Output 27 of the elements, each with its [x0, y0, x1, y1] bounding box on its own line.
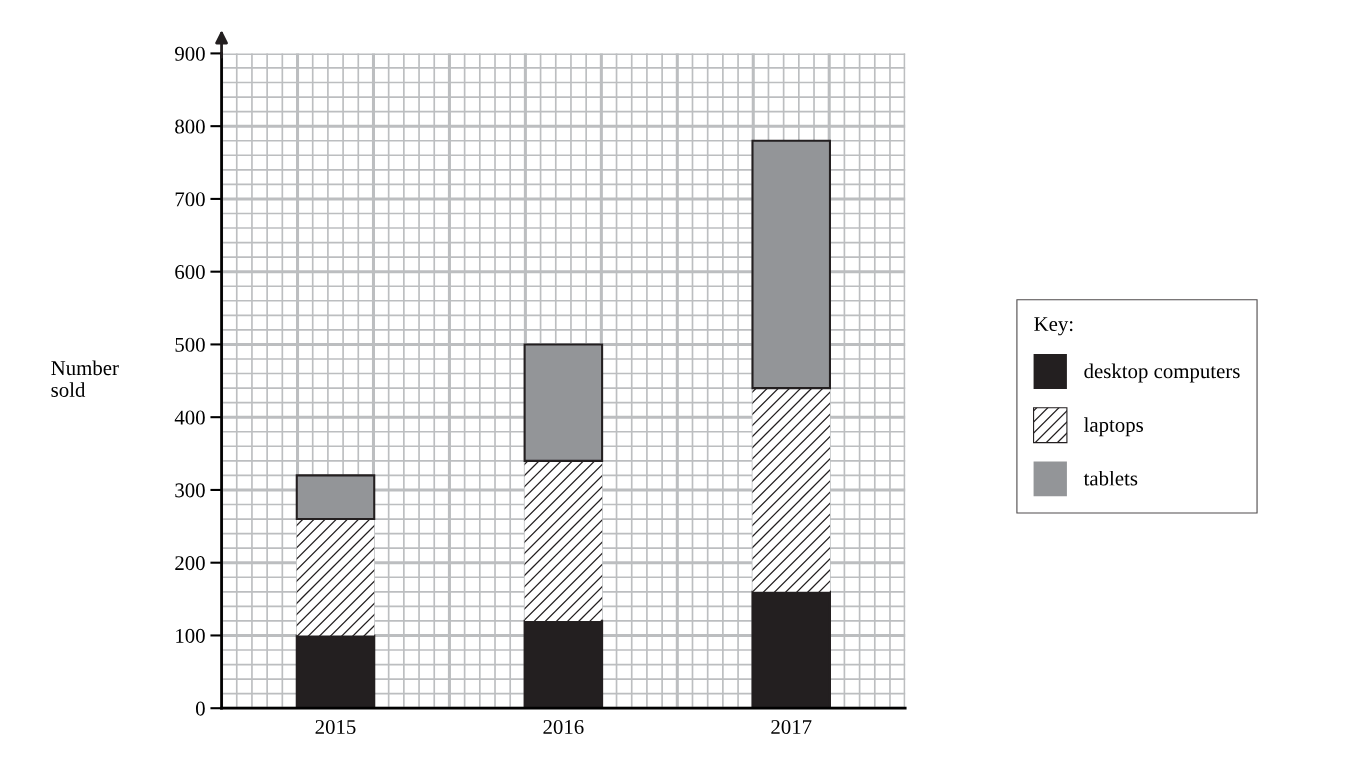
y-tick-label: 900: [175, 46, 205, 61]
y-tick-label: 200: [175, 556, 205, 571]
bar: [523, 343, 604, 462]
bar: [523, 619, 604, 709]
y-tick-label: 600: [175, 265, 205, 280]
legend-label: tablets: [1083, 470, 1138, 486]
y-tick-label: 0: [195, 701, 205, 716]
x-tick-label: 2017: [771, 719, 812, 734]
x-tick-label: 2015: [315, 719, 356, 734]
y-tick-label: 100: [176, 628, 205, 643]
bar: [295, 634, 376, 709]
legend-label: laptops: [1083, 417, 1144, 437]
bar: [752, 388, 830, 592]
y-tick-label: 700: [175, 192, 205, 207]
y-tick-label: 300: [175, 483, 205, 498]
bar: [524, 460, 603, 621]
x-tick-label: 2016: [543, 719, 584, 734]
y-tick-label: 400: [174, 410, 205, 425]
bar: [296, 519, 375, 636]
legend-title: Key:: [1034, 317, 1073, 336]
y-tick-label: 500: [175, 337, 205, 352]
bar: [751, 590, 832, 709]
bar: [295, 474, 376, 521]
legend-label: desktop computers: [1084, 363, 1240, 383]
y-axis-title: Number sold: [51, 360, 119, 397]
y-tick-label: 800: [175, 119, 205, 134]
bar: [751, 139, 832, 390]
